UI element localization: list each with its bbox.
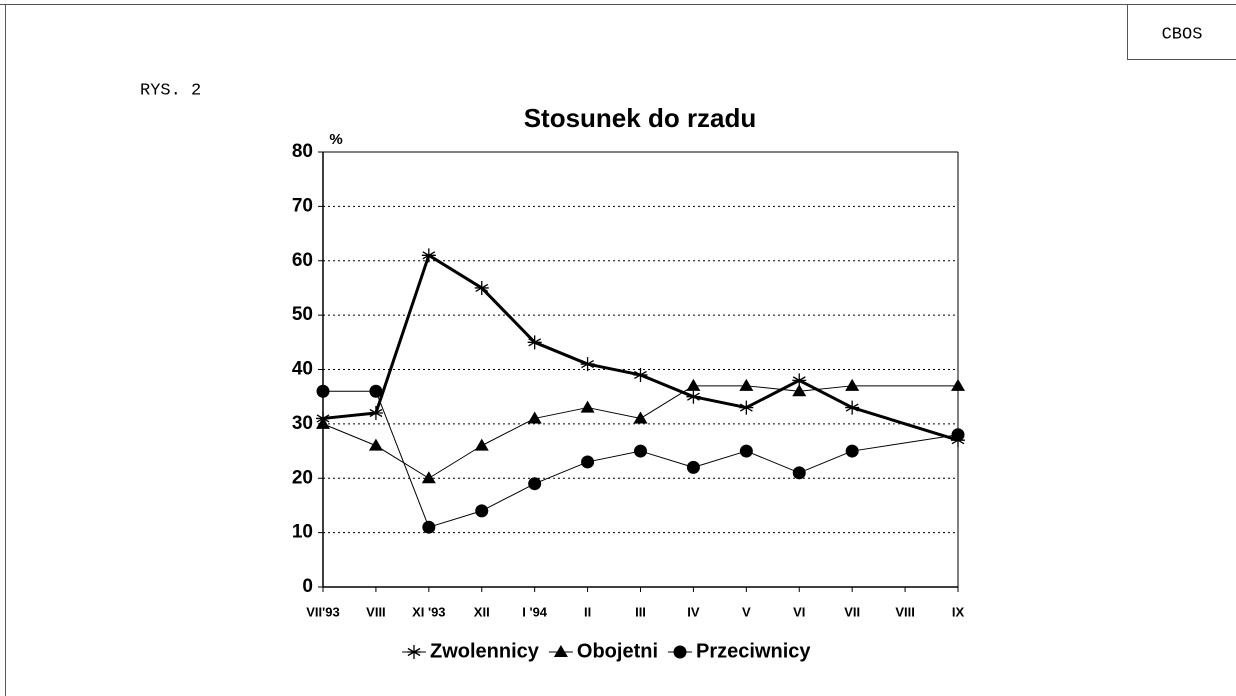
marker-circle	[673, 645, 687, 659]
marker-circle	[581, 455, 595, 469]
x-tick-label: VIII	[895, 604, 915, 619]
marker-triangle	[580, 400, 595, 413]
marker-triangle	[951, 378, 965, 391]
x-tick-label: XII	[474, 604, 490, 619]
x-tick-label: II	[584, 604, 591, 619]
marker-triangle	[553, 645, 568, 657]
marker-triangle	[368, 438, 383, 451]
legend-label: Obojetni	[577, 640, 658, 662]
marker-triangle	[316, 416, 330, 429]
gap-connector	[851, 406, 959, 442]
marker-circle	[951, 428, 965, 442]
y-tick-label: 50	[292, 304, 313, 325]
marker-circle	[739, 444, 753, 458]
badge: CBOS	[1162, 25, 1203, 44]
legend-label: Przeciwnicy	[696, 640, 811, 662]
y-axis-label: %	[329, 131, 342, 148]
marker-asterisk	[368, 406, 383, 420]
x-tick-label: VI	[793, 604, 805, 619]
x-tick-label: XI '93	[412, 604, 445, 619]
badge-box	[1127, 4, 1236, 60]
marker-circle	[686, 460, 700, 474]
marker-asterisk	[845, 400, 860, 415]
marker-circle	[316, 384, 330, 398]
marker-asterisk	[474, 280, 489, 295]
x-tick-label: V	[742, 604, 751, 619]
y-tick-label: 30	[292, 413, 313, 434]
marker-circle	[422, 520, 436, 534]
legend-label: Zwolennicy	[430, 640, 540, 662]
x-tick-label: VII'93	[306, 604, 339, 619]
chart-title: Stosunek do rzadu	[524, 103, 757, 133]
marker-circle	[634, 444, 647, 458]
series-line	[323, 386, 958, 478]
marker-triangle	[792, 384, 807, 397]
figure-label: RYS. 2	[140, 81, 201, 100]
marker-circle	[792, 466, 806, 480]
y-tick-label: 10	[292, 522, 313, 543]
marker-circle	[475, 504, 489, 518]
y-tick-label: 70	[292, 195, 313, 216]
marker-asterisk	[407, 645, 421, 659]
y-tick-label: 60	[292, 250, 313, 271]
x-tick-label: III	[635, 604, 646, 619]
marker-circle	[845, 444, 859, 458]
marker-triangle	[845, 378, 860, 391]
marker-triangle	[739, 378, 754, 391]
marker-asterisk	[792, 373, 807, 388]
x-tick-label: IV	[687, 604, 700, 619]
marker-asterisk	[686, 389, 701, 404]
marker-triangle	[421, 471, 436, 484]
marker-asterisk	[739, 400, 754, 415]
marker-circle	[528, 477, 542, 491]
x-tick-label: I '94	[522, 604, 548, 619]
marker-asterisk	[633, 367, 648, 382]
x-tick-label: IX	[952, 604, 965, 619]
marker-asterisk	[527, 335, 542, 350]
marker-triangle	[527, 411, 542, 424]
marker-triangle	[686, 378, 701, 391]
marker-asterisk	[421, 248, 436, 263]
y-tick-label: 20	[292, 467, 313, 488]
y-tick-label: 80	[292, 141, 313, 162]
marker-triangle	[474, 438, 489, 451]
y-tick-label: 0	[302, 576, 313, 597]
gap-connector	[852, 434, 959, 452]
marker-triangle	[633, 411, 648, 424]
x-tick-label: VII	[844, 604, 860, 619]
y-tick-label: 40	[292, 359, 313, 380]
marker-circle	[369, 384, 383, 398]
marker-asterisk	[580, 357, 595, 372]
x-tick-label: VIII	[366, 604, 386, 619]
